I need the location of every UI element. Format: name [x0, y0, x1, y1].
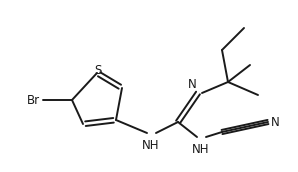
Text: S: S — [94, 63, 102, 77]
Text: N: N — [271, 116, 280, 128]
Text: N: N — [188, 78, 197, 91]
Text: NH: NH — [192, 143, 210, 156]
Text: NH: NH — [142, 139, 160, 152]
Text: Br: Br — [27, 94, 40, 106]
